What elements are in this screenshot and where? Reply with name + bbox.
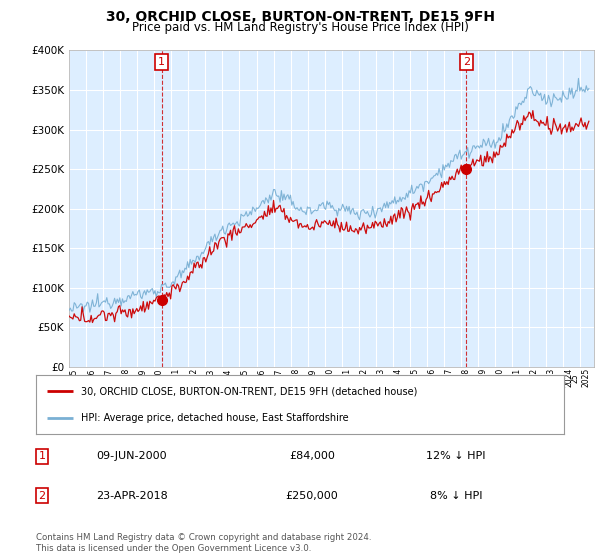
Text: HPI: Average price, detached house, East Staffordshire: HPI: Average price, detached house, East… (81, 413, 349, 423)
Text: 1: 1 (38, 451, 46, 461)
Text: 30, ORCHID CLOSE, BURTON-ON-TRENT, DE15 9FH (detached house): 30, ORCHID CLOSE, BURTON-ON-TRENT, DE15 … (81, 386, 417, 396)
Text: 2: 2 (38, 491, 46, 501)
Text: 23-APR-2018: 23-APR-2018 (96, 491, 168, 501)
Text: Price paid vs. HM Land Registry's House Price Index (HPI): Price paid vs. HM Land Registry's House … (131, 21, 469, 34)
Text: £84,000: £84,000 (289, 451, 335, 461)
Text: 1: 1 (158, 57, 165, 67)
Text: Contains HM Land Registry data © Crown copyright and database right 2024.
This d: Contains HM Land Registry data © Crown c… (36, 533, 371, 553)
Text: 8% ↓ HPI: 8% ↓ HPI (430, 491, 482, 501)
Text: 12% ↓ HPI: 12% ↓ HPI (426, 451, 486, 461)
Text: £250,000: £250,000 (286, 491, 338, 501)
Text: 2: 2 (463, 57, 470, 67)
Text: 30, ORCHID CLOSE, BURTON-ON-TRENT, DE15 9FH: 30, ORCHID CLOSE, BURTON-ON-TRENT, DE15 … (106, 10, 494, 24)
Text: 09-JUN-2000: 09-JUN-2000 (97, 451, 167, 461)
